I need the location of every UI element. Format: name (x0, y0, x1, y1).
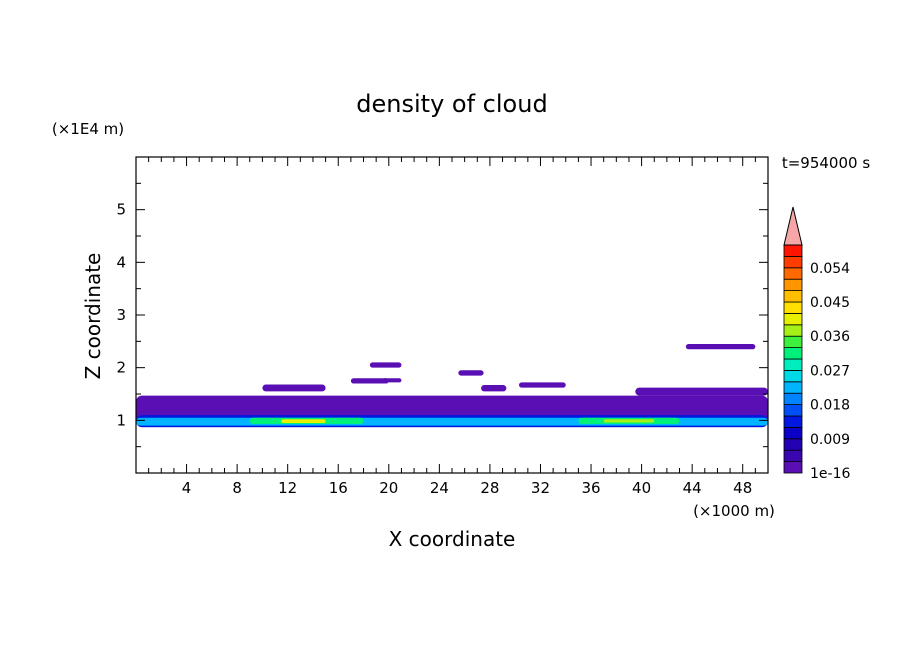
colorbar-segment (783, 392, 803, 406)
colorbar-segment (783, 290, 803, 303)
colorbar-segment (783, 244, 803, 257)
colorbar-segment (783, 301, 803, 314)
colorbar-label: 0.045 (810, 295, 850, 311)
x-tick-label: 28 (480, 479, 499, 497)
x-tick-label: 8 (232, 479, 242, 497)
cloud-region (635, 387, 768, 396)
colorbar-segment (783, 267, 803, 280)
x-axis-label: X coordinate (389, 527, 516, 551)
colorbar-label: 0.036 (810, 329, 850, 345)
time-label: t=954000 s (782, 154, 870, 172)
density-field (136, 343, 768, 428)
colorbar-segment (783, 369, 803, 383)
colorbar-segment (783, 324, 803, 337)
colorbar-label: 0.018 (810, 398, 850, 414)
x-unit-label: (×1000 m) (693, 502, 775, 520)
y-tick-label: 5 (116, 201, 126, 219)
x-tick-label: 48 (733, 479, 752, 497)
cloud-region (603, 419, 655, 423)
x-tick-label: 12 (278, 479, 297, 497)
colorbar-segment (783, 358, 803, 371)
x-tick-label: 16 (329, 479, 348, 497)
y-tick-label: 3 (116, 306, 126, 324)
x-tick-label: 44 (683, 479, 702, 497)
x-tick-label: 24 (430, 479, 449, 497)
colorbar-segment (783, 335, 803, 349)
colorbar-segment (783, 415, 803, 428)
colorbar-segment (783, 347, 803, 360)
y-axis-label: Z coordinate (81, 253, 105, 380)
y-tick-label: 1 (116, 411, 126, 429)
cloud-region (369, 362, 402, 368)
x-tick-label: 32 (531, 479, 550, 497)
colorbar-segment (783, 381, 803, 394)
cloud-region (458, 370, 484, 376)
x-tick-label: 40 (632, 479, 651, 497)
colorbar-label: 1e-16 (810, 466, 850, 482)
y-tick-label: 2 (116, 359, 126, 377)
colorbar-label: 0.054 (810, 261, 850, 277)
cloud-region (350, 378, 389, 384)
cloud-region (685, 343, 756, 350)
colorbar: 1e-16 0.009 0.018 0.027 0.036 0.045 0.054 (783, 206, 850, 482)
colorbar-segment (783, 278, 803, 292)
cloud-region (281, 419, 326, 423)
cloud-region (262, 384, 326, 392)
cloud-region (382, 378, 402, 383)
x-tick-label: 20 (379, 479, 398, 497)
colorbar-segment (783, 461, 803, 474)
cloud-region (481, 385, 507, 392)
colorbar-segment (783, 449, 803, 463)
chart-title: density of cloud (356, 90, 547, 118)
colorbar-extend-arrow (783, 206, 803, 246)
colorbar-label: 0.009 (810, 432, 850, 448)
y-unit-label: (×1E4 m) (52, 120, 124, 138)
colorbar-segment (783, 404, 803, 417)
colorbar-segment (783, 255, 803, 269)
colorbar-segment (783, 426, 803, 440)
colorbar-segment (783, 312, 803, 326)
cloud-region (518, 382, 566, 388)
y-tick-label: 4 (116, 253, 126, 271)
x-tick-label: 4 (182, 479, 192, 497)
x-tick-label: 36 (581, 479, 600, 497)
colorbar-label: 0.027 (810, 363, 850, 379)
colorbar-segment (783, 438, 803, 451)
